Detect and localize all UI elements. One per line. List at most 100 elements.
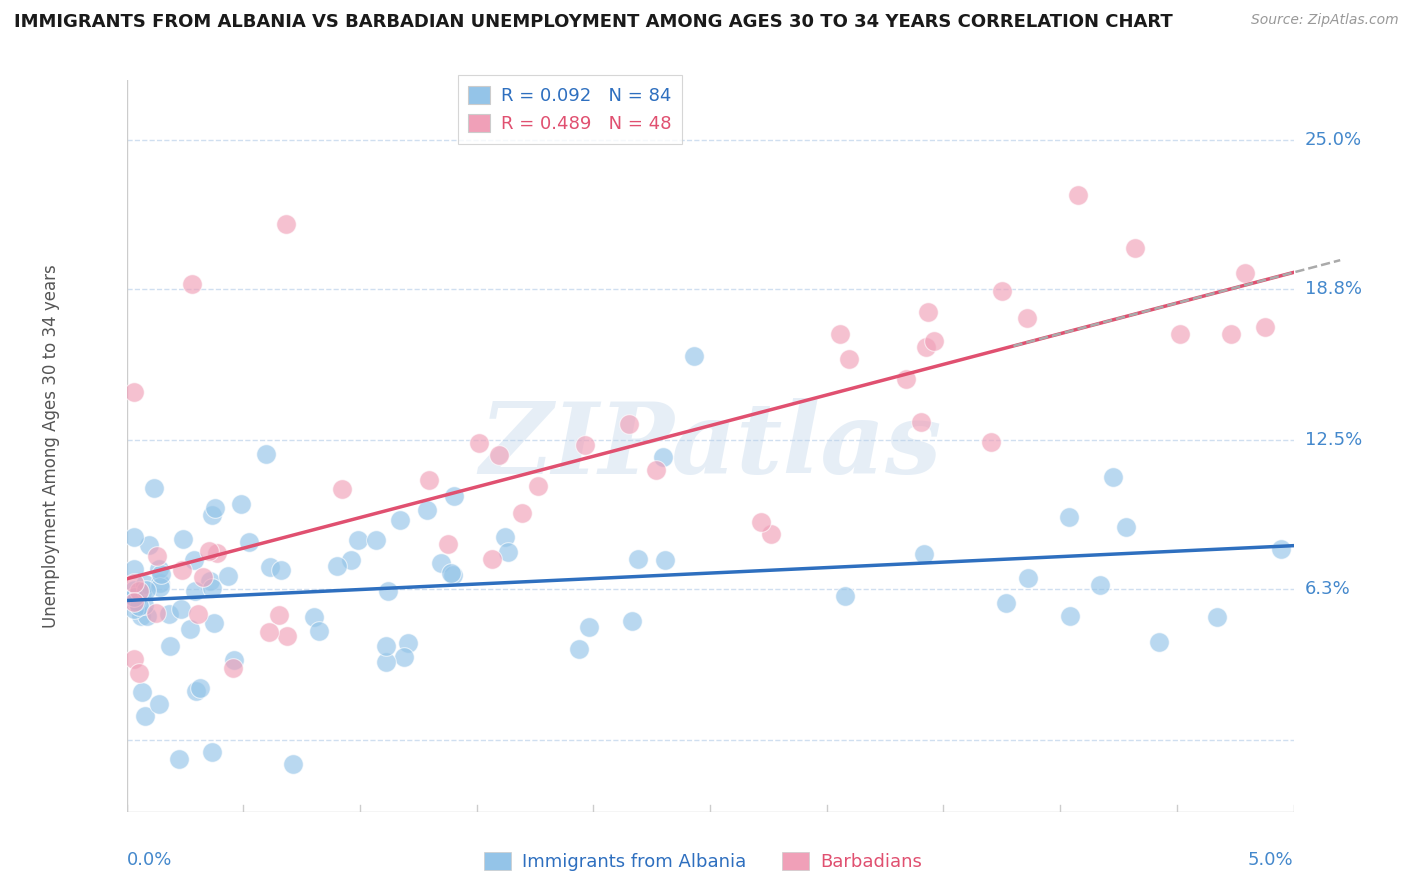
Point: [205, 546, 228, 560]
Point: [481, 552, 503, 566]
Point: [440, 566, 463, 581]
Point: [259, 560, 281, 574]
Text: 25.0%: 25.0%: [1305, 131, 1362, 149]
Point: [150, 567, 173, 582]
Point: [131, 685, 153, 699]
Point: [1017, 310, 1039, 325]
Point: [145, 606, 167, 620]
Point: [1270, 542, 1292, 557]
Point: [683, 349, 706, 363]
Point: [122, 583, 145, 598]
Point: [122, 651, 145, 665]
Point: [257, 624, 280, 639]
Point: [134, 708, 156, 723]
Point: [125, 594, 148, 608]
Point: [149, 580, 172, 594]
Point: [1234, 266, 1257, 280]
Point: [122, 530, 145, 544]
Point: [838, 351, 860, 366]
Point: [138, 538, 160, 552]
Point: [269, 607, 291, 622]
Point: [217, 569, 239, 583]
Point: [574, 438, 596, 452]
Point: [134, 576, 156, 591]
Point: [131, 585, 153, 599]
Point: [172, 532, 194, 546]
Point: [159, 639, 181, 653]
Point: [980, 434, 1002, 449]
Point: [991, 284, 1014, 298]
Point: [494, 530, 516, 544]
Point: [652, 450, 675, 464]
Point: [894, 372, 917, 386]
Text: 6.3%: 6.3%: [1305, 580, 1350, 598]
Point: [654, 553, 676, 567]
Point: [128, 599, 150, 614]
Point: [276, 630, 298, 644]
Point: [122, 602, 145, 616]
Text: 5.0%: 5.0%: [1249, 851, 1294, 869]
Point: [922, 334, 945, 349]
Point: [496, 545, 519, 559]
Point: [143, 481, 166, 495]
Point: [568, 641, 591, 656]
Point: [128, 584, 150, 599]
Point: [184, 684, 207, 698]
Point: [1254, 319, 1277, 334]
Point: [179, 622, 201, 636]
Point: [621, 614, 644, 628]
Point: [912, 547, 935, 561]
Legend: R = 0.092   N = 84, R = 0.489   N = 48: R = 0.092 N = 84, R = 0.489 N = 48: [458, 75, 682, 145]
Point: [231, 497, 253, 511]
Point: [200, 581, 222, 595]
Point: [441, 568, 464, 582]
Text: 0.0%: 0.0%: [127, 851, 172, 869]
Point: [204, 501, 226, 516]
Point: [364, 533, 387, 547]
Point: [578, 620, 600, 634]
Point: [198, 543, 221, 558]
Point: [430, 557, 453, 571]
Point: [183, 552, 205, 566]
Text: 18.8%: 18.8%: [1305, 280, 1361, 298]
Point: [221, 661, 243, 675]
Point: [145, 549, 167, 564]
Point: [1115, 520, 1137, 534]
Point: [914, 340, 936, 354]
Point: [1149, 634, 1171, 648]
Legend: Immigrants from Albania, Barbadians: Immigrants from Albania, Barbadians: [477, 845, 929, 879]
Point: [200, 574, 222, 588]
Point: [190, 681, 212, 695]
Point: [149, 575, 172, 590]
Point: [388, 513, 411, 527]
Point: [283, 756, 305, 771]
Point: [418, 473, 440, 487]
Point: [122, 575, 145, 590]
Point: [132, 599, 155, 613]
Point: [375, 656, 398, 670]
Point: [187, 607, 209, 621]
Point: [1059, 608, 1081, 623]
Point: [749, 515, 772, 529]
Point: [339, 553, 361, 567]
Point: [396, 636, 419, 650]
Point: [627, 552, 650, 566]
Point: [834, 590, 856, 604]
Point: [184, 583, 207, 598]
Point: [1101, 469, 1123, 483]
Point: [180, 277, 202, 292]
Point: [1059, 509, 1081, 524]
Point: [619, 417, 641, 431]
Text: IMMIGRANTS FROM ALBANIA VS BARBADIAN UNEMPLOYMENT AMONG AGES 30 TO 34 YEARS CORR: IMMIGRANTS FROM ALBANIA VS BARBADIAN UNE…: [14, 13, 1173, 31]
Point: [1017, 571, 1039, 585]
Point: [510, 506, 533, 520]
Point: [122, 595, 145, 609]
Point: [191, 570, 214, 584]
Point: [308, 624, 330, 639]
Point: [1168, 326, 1191, 341]
Point: [330, 482, 353, 496]
Point: [122, 590, 145, 604]
Point: [488, 448, 510, 462]
Point: [122, 385, 145, 400]
Point: [201, 745, 224, 759]
